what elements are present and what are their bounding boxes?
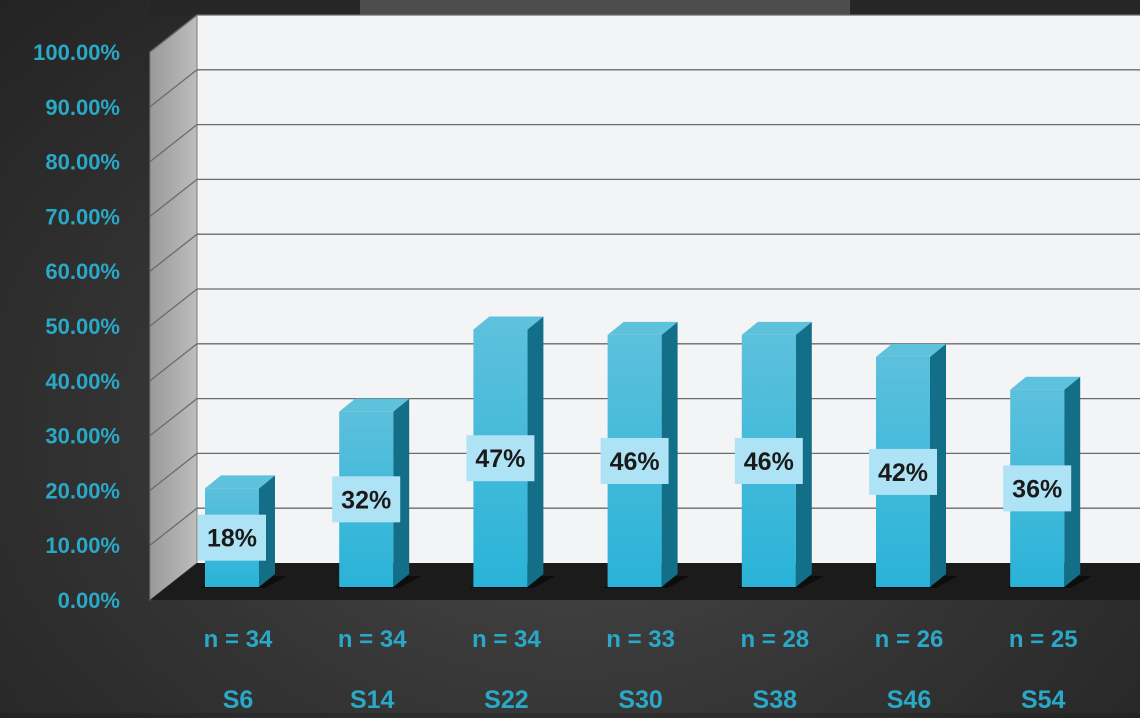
bar-side — [661, 321, 678, 587]
data-label-box — [869, 448, 937, 495]
chart-top-tab — [360, 0, 850, 15]
bar-side — [795, 321, 812, 587]
n-label: n = 34 — [338, 626, 407, 653]
x-tick-label: S22 — [484, 686, 528, 713]
y-tick-label: 40.00% — [45, 369, 120, 394]
data-label: 18% — [207, 525, 257, 553]
gridline-side — [149, 507, 198, 546]
n-label: n = 25 — [1009, 626, 1078, 653]
data-label: 36% — [1012, 475, 1062, 503]
data-label-box — [600, 437, 669, 484]
bar-group: 18% — [198, 475, 287, 588]
y-tick-label: 100.00% — [33, 40, 120, 65]
data-label-box — [466, 435, 535, 482]
gridline-side — [149, 14, 198, 53]
gridline-side — [149, 288, 198, 327]
data-label: 46% — [744, 448, 794, 476]
data-label: 42% — [878, 459, 928, 487]
bar-side — [393, 398, 410, 587]
gridline-side — [149, 398, 198, 437]
gridline-side — [149, 343, 198, 382]
bar-group: 32% — [332, 398, 422, 588]
gridline-side — [149, 69, 198, 108]
bar-top — [473, 316, 544, 330]
y-tick-label: 70.00% — [45, 204, 120, 229]
n-label: n = 34 — [472, 626, 541, 653]
data-label: 32% — [341, 486, 391, 514]
bar-group: 36% — [1003, 376, 1093, 588]
gridline-side — [149, 233, 198, 272]
data-label-box — [198, 514, 266, 561]
n-label: n = 34 — [204, 626, 273, 653]
x-tick-label: S14 — [350, 686, 395, 713]
x-tick-label: S54 — [1021, 686, 1066, 713]
y-tick-label: 30.00% — [45, 424, 120, 449]
x-tick-label: S30 — [618, 686, 662, 713]
bar-side — [930, 343, 946, 587]
bar-group: 46% — [600, 321, 690, 588]
bar-top — [339, 398, 410, 412]
data-label-box — [734, 437, 803, 484]
gridline-side — [149, 178, 198, 217]
data-label: 47% — [475, 445, 525, 473]
bar-top — [876, 343, 946, 357]
n-label: n = 28 — [740, 626, 809, 653]
x-tick-label: S6 — [223, 686, 254, 713]
bar-group: 42% — [869, 343, 958, 588]
y-tick-label: 20.00% — [45, 478, 120, 503]
bar-group: 46% — [734, 321, 824, 588]
y-tick-label: 90.00% — [45, 95, 120, 120]
y-tick-label: 10.00% — [45, 533, 120, 558]
n-label: n = 26 — [875, 626, 944, 653]
bar-side — [527, 316, 544, 587]
bar-side — [1064, 376, 1081, 587]
data-label-box — [332, 476, 401, 523]
bar-group: 47% — [466, 316, 556, 588]
data-label-box — [1003, 465, 1072, 512]
gridline-side — [149, 452, 198, 491]
data-label: 46% — [610, 448, 660, 476]
x-tick-label: S38 — [753, 686, 798, 713]
bar-top — [741, 321, 812, 335]
y-tick-label: 80.00% — [45, 150, 120, 175]
bar-top — [1010, 376, 1081, 390]
x-tick-label: S46 — [887, 686, 931, 713]
bar-top — [607, 321, 678, 335]
y-tick-label: 60.00% — [45, 259, 120, 284]
y-tick-label: 0.00% — [58, 588, 120, 613]
y-tick-label: 50.00% — [45, 314, 120, 339]
bar-top — [205, 475, 275, 489]
n-label: n = 33 — [606, 626, 675, 653]
gridline-side — [149, 124, 198, 163]
